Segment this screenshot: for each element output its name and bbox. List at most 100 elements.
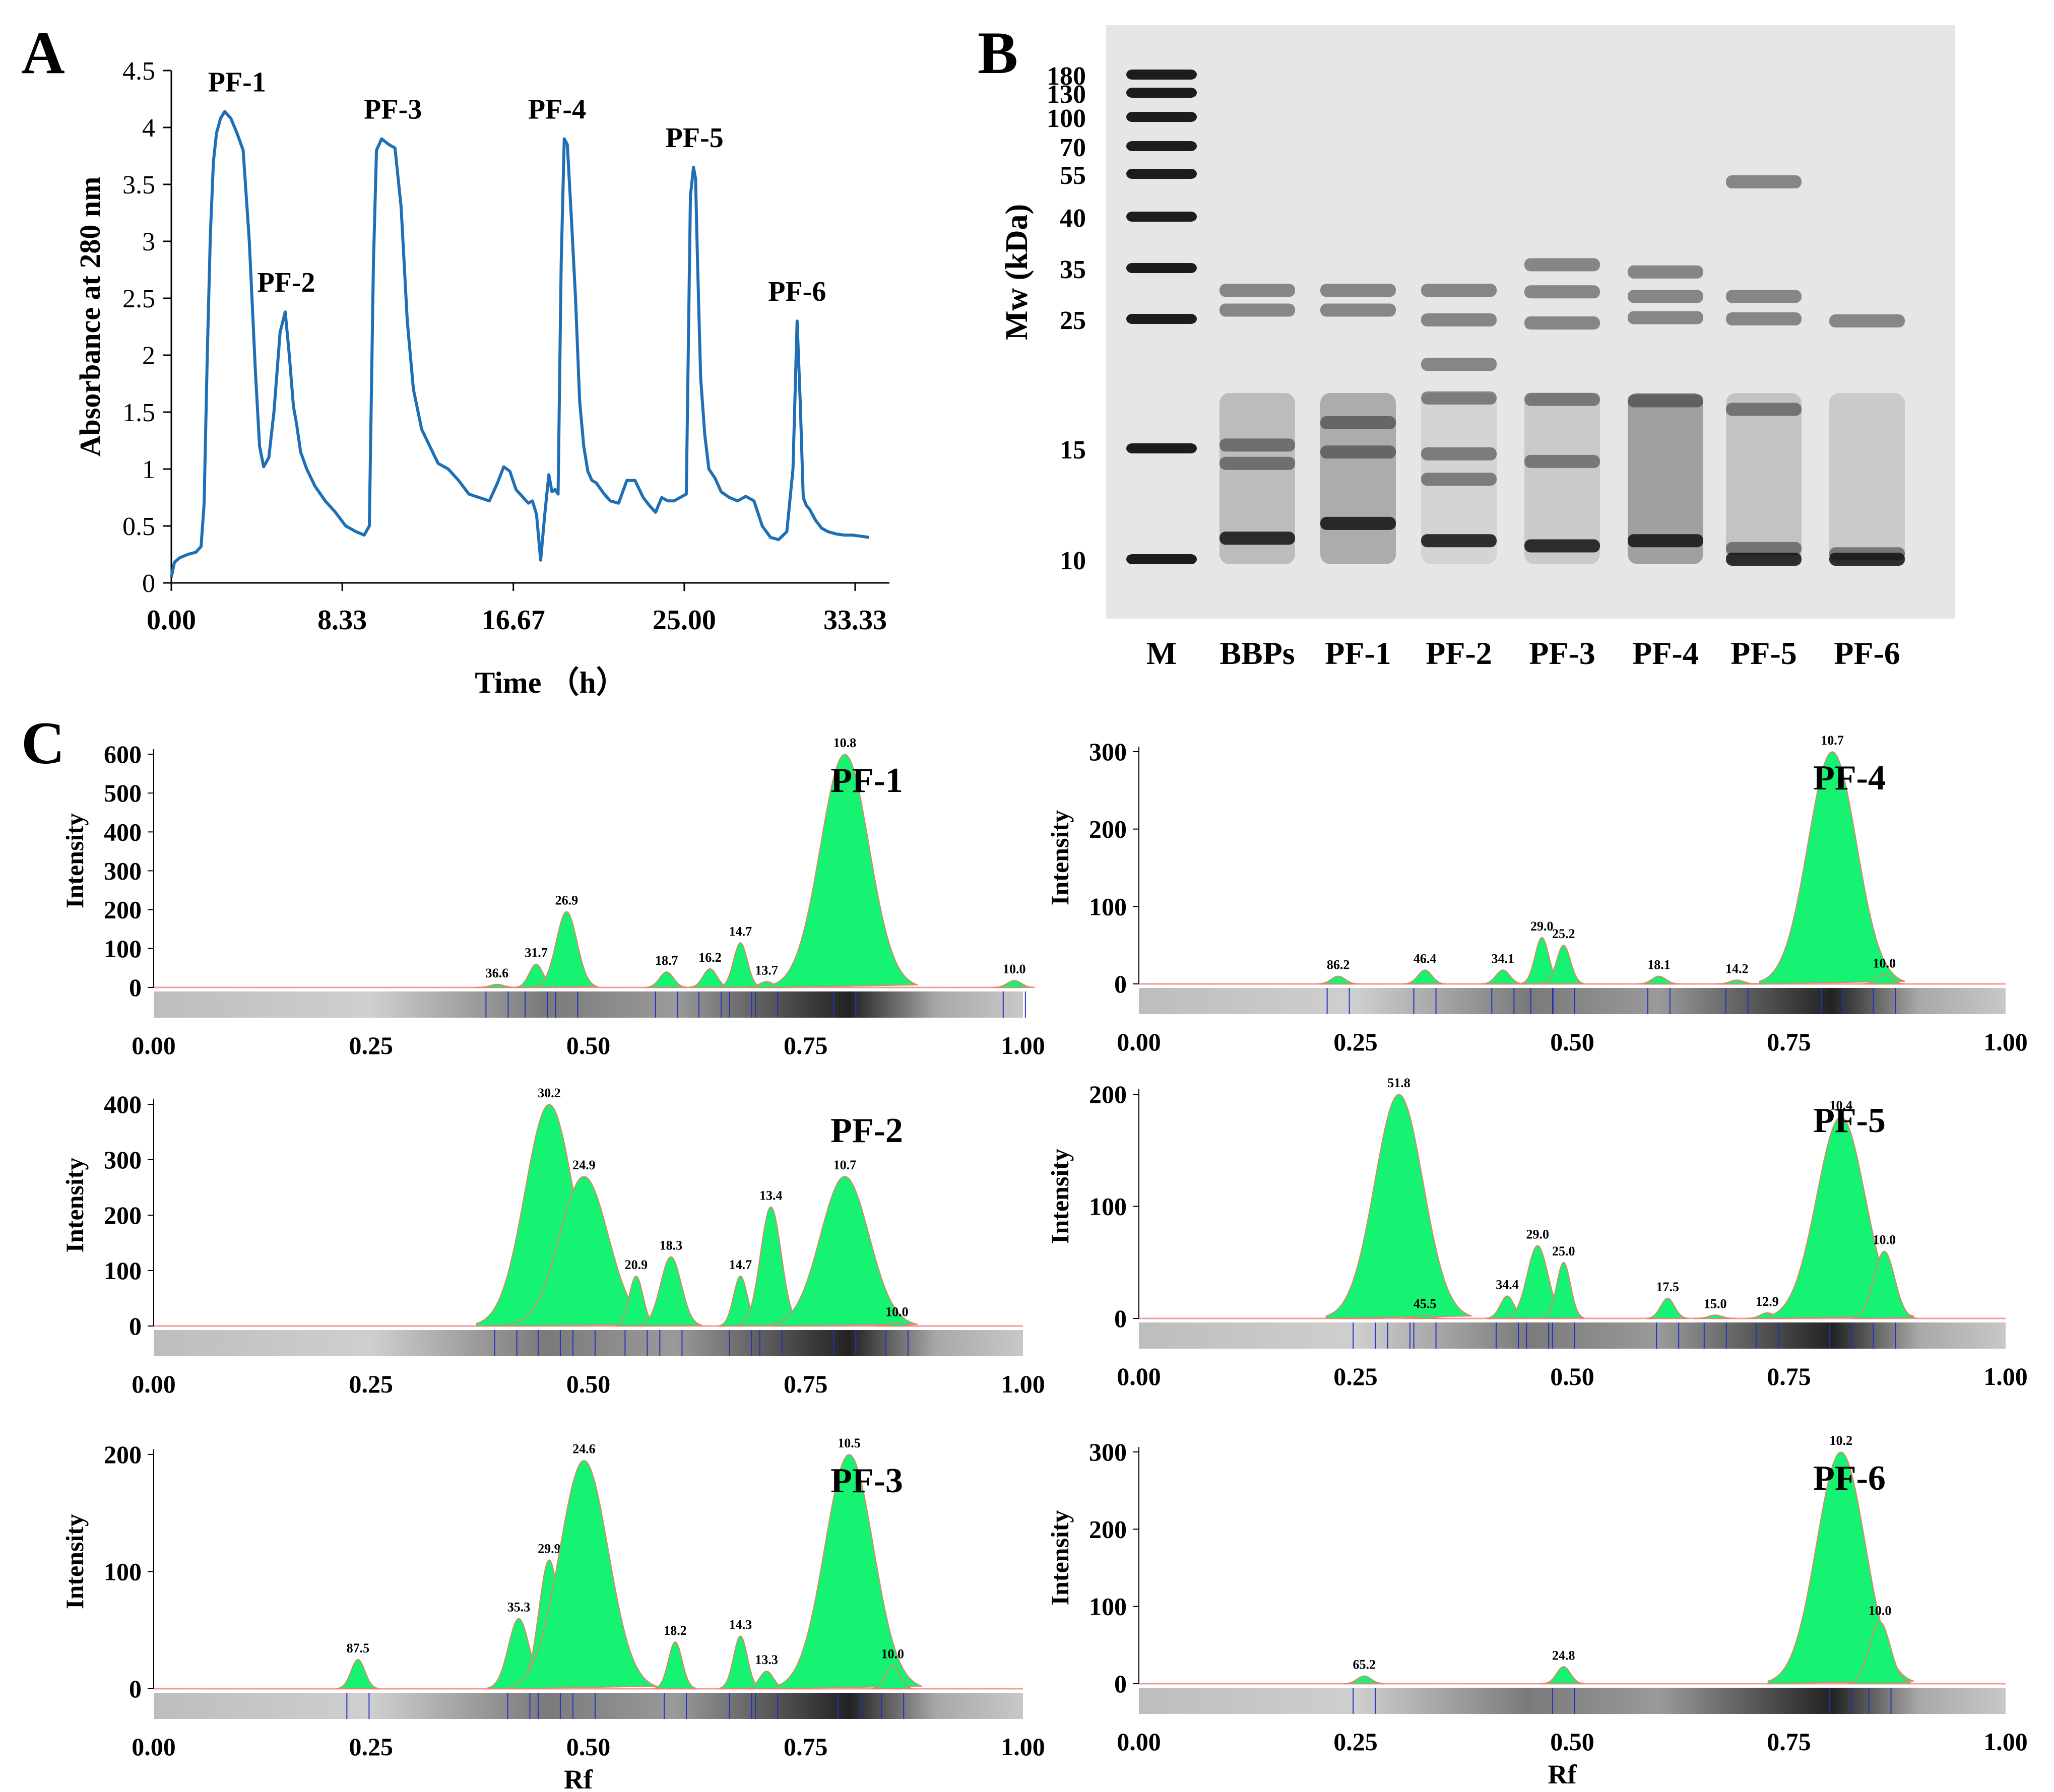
gel-band (1126, 88, 1197, 98)
gel-band (1829, 553, 1905, 566)
gel-band (1219, 532, 1295, 545)
a-y-tick-label: 2 (142, 342, 155, 370)
c-peak-label: 10.5 (838, 1436, 861, 1450)
gel-band (1320, 303, 1396, 317)
c-x-tick-label: 0.25 (1333, 1362, 1378, 1390)
gel-marker-kda-label: 15 (1060, 436, 1086, 464)
c-peak-label: 24.6 (572, 1442, 596, 1456)
gel-band (1628, 265, 1703, 279)
a-y-tick-label: 0 (142, 569, 155, 598)
a-x-tick-label: 25.00 (653, 605, 716, 636)
c-series-name: PF-2 (830, 1111, 903, 1150)
c-peak-label: 10.0 (1873, 1233, 1896, 1247)
c-peak-label: 46.4 (1414, 951, 1437, 966)
gel-lane-smear (1829, 393, 1905, 564)
c-peak-area (645, 971, 688, 988)
gel-band (1726, 553, 1802, 566)
c-peak-area (1542, 1666, 1585, 1685)
c-y-axis-label: Intensity (60, 1514, 89, 1609)
gel-band (1421, 473, 1497, 486)
c-peak-label: 10.0 (1869, 1603, 1892, 1618)
c-peak-label: 34.4 (1496, 1278, 1519, 1292)
c-peak-label: 36.6 (486, 966, 509, 980)
c-peak-label: 29.0 (1530, 919, 1554, 934)
gel-band (1726, 403, 1802, 416)
c-peak-area (1637, 975, 1680, 985)
c-x-tick-label: 0.25 (349, 1733, 394, 1761)
c-peak-label: 17.5 (1656, 1280, 1679, 1294)
c-peak-area (510, 1459, 658, 1690)
c-peak-label: 31.7 (525, 946, 548, 960)
c-peak-area (1852, 1250, 1916, 1319)
panel-label-c: C (21, 709, 65, 776)
panel-c-densitograms: 0 100 200 300 400 500 600 Intensity 36.6 31.7 26.9… (60, 733, 2028, 1792)
gel-marker-kda-label: 130 (1047, 80, 1086, 109)
c-peak-area (875, 1322, 918, 1327)
c-peak-label: 12.9 (1756, 1294, 1779, 1309)
c-x-tick-label: 0.75 (784, 1031, 828, 1059)
gel-band (1829, 314, 1905, 328)
c-peak-area (1863, 974, 1905, 985)
c-peak-label: 10.2 (1829, 1433, 1852, 1448)
c-peak-area (1694, 1314, 1737, 1319)
a-y-tick-label: 4 (142, 114, 155, 143)
gel-band (1628, 311, 1703, 324)
c-peak-label: 86.2 (1327, 958, 1350, 972)
c-y-tick-label: 600 (104, 740, 142, 768)
panel-a-chromatogram: 0 0.5 1 1.5 2 2.5 3 3.5 4 4.5 0.00 8.33 16.67 25.00 33… (74, 57, 889, 699)
c-peak-label: 15.0 (1704, 1296, 1727, 1311)
c-lane-strip (1139, 1322, 2006, 1349)
gel-band (1219, 438, 1295, 452)
c-peak-area (771, 753, 918, 988)
gel-lane-label: PF-6 (1834, 635, 1900, 671)
gel-band (1320, 445, 1396, 459)
c-peak-label: 34.1 (1492, 951, 1515, 966)
c-peak-area (639, 1256, 702, 1327)
a-peak-label: PF-6 (768, 276, 826, 307)
c-peak-label: 10.0 (885, 1305, 909, 1319)
gel-band (1726, 290, 1802, 303)
c-x-tick-label: 0.50 (566, 1370, 611, 1398)
gel-marker-kda-label: 25 (1060, 306, 1086, 335)
gel-band (1524, 316, 1600, 330)
c-y-axis-label: Intensity (1046, 1149, 1074, 1244)
gel-band (1126, 314, 1197, 324)
c-x-tick-label: 1.00 (1001, 1733, 1045, 1761)
c-x-tick-label: 0.75 (1767, 1362, 1811, 1390)
c-peak-label: 26.9 (555, 893, 579, 908)
densitogram-pf-6: 0 100 200 300 Intensity 65.2 24.8 10.2 10.0 0.00 0… (1046, 1433, 2028, 1789)
gel-lane-smear (1524, 393, 1600, 564)
c-x-tick-label: 0.00 (132, 1031, 176, 1059)
c-peak-area (719, 1635, 762, 1690)
c-peak-label: 51.8 (1387, 1076, 1410, 1090)
gel-marker-kda-label: 70 (1060, 134, 1086, 162)
c-x-tick-label: 0.75 (1767, 1028, 1811, 1056)
c-peak-label: 14.7 (729, 1257, 752, 1272)
c-y-axis-label: Intensity (60, 1158, 89, 1253)
a-peak-label: PF-3 (364, 94, 422, 125)
c-x-tick-label: 1.00 (1983, 1028, 2028, 1056)
a-x-tick-label: 16.67 (482, 605, 545, 636)
gel-band (1421, 391, 1497, 405)
c-lane-strip (1139, 1688, 2006, 1714)
c-peak-label: 18.1 (1647, 958, 1671, 972)
gel-band (1126, 70, 1197, 80)
a-peak-label: PF-2 (257, 267, 315, 298)
c-peak-area (1482, 969, 1524, 985)
gel-band (1421, 447, 1497, 460)
c-x-tick-label: 0.00 (1117, 1728, 1161, 1756)
c-y-tick-label: 100 (1089, 1192, 1127, 1221)
gel-band (1219, 303, 1295, 317)
gel-lane-smear (1421, 393, 1497, 564)
gel-band (1320, 284, 1396, 297)
gel-band (1421, 313, 1497, 327)
a-peak-label: PF-4 (528, 94, 586, 125)
c-peak-area (1317, 975, 1359, 985)
a-x-tick-label: 8.33 (317, 605, 367, 636)
c-x-tick-label: 0.25 (1333, 1728, 1378, 1756)
c-peak-label: 29.0 (1526, 1227, 1549, 1241)
gel-band (1628, 394, 1703, 408)
c-x-tick-label: 0.75 (784, 1733, 828, 1761)
gel-lane-smear (1628, 393, 1703, 564)
c-peak-area (1715, 979, 1758, 985)
